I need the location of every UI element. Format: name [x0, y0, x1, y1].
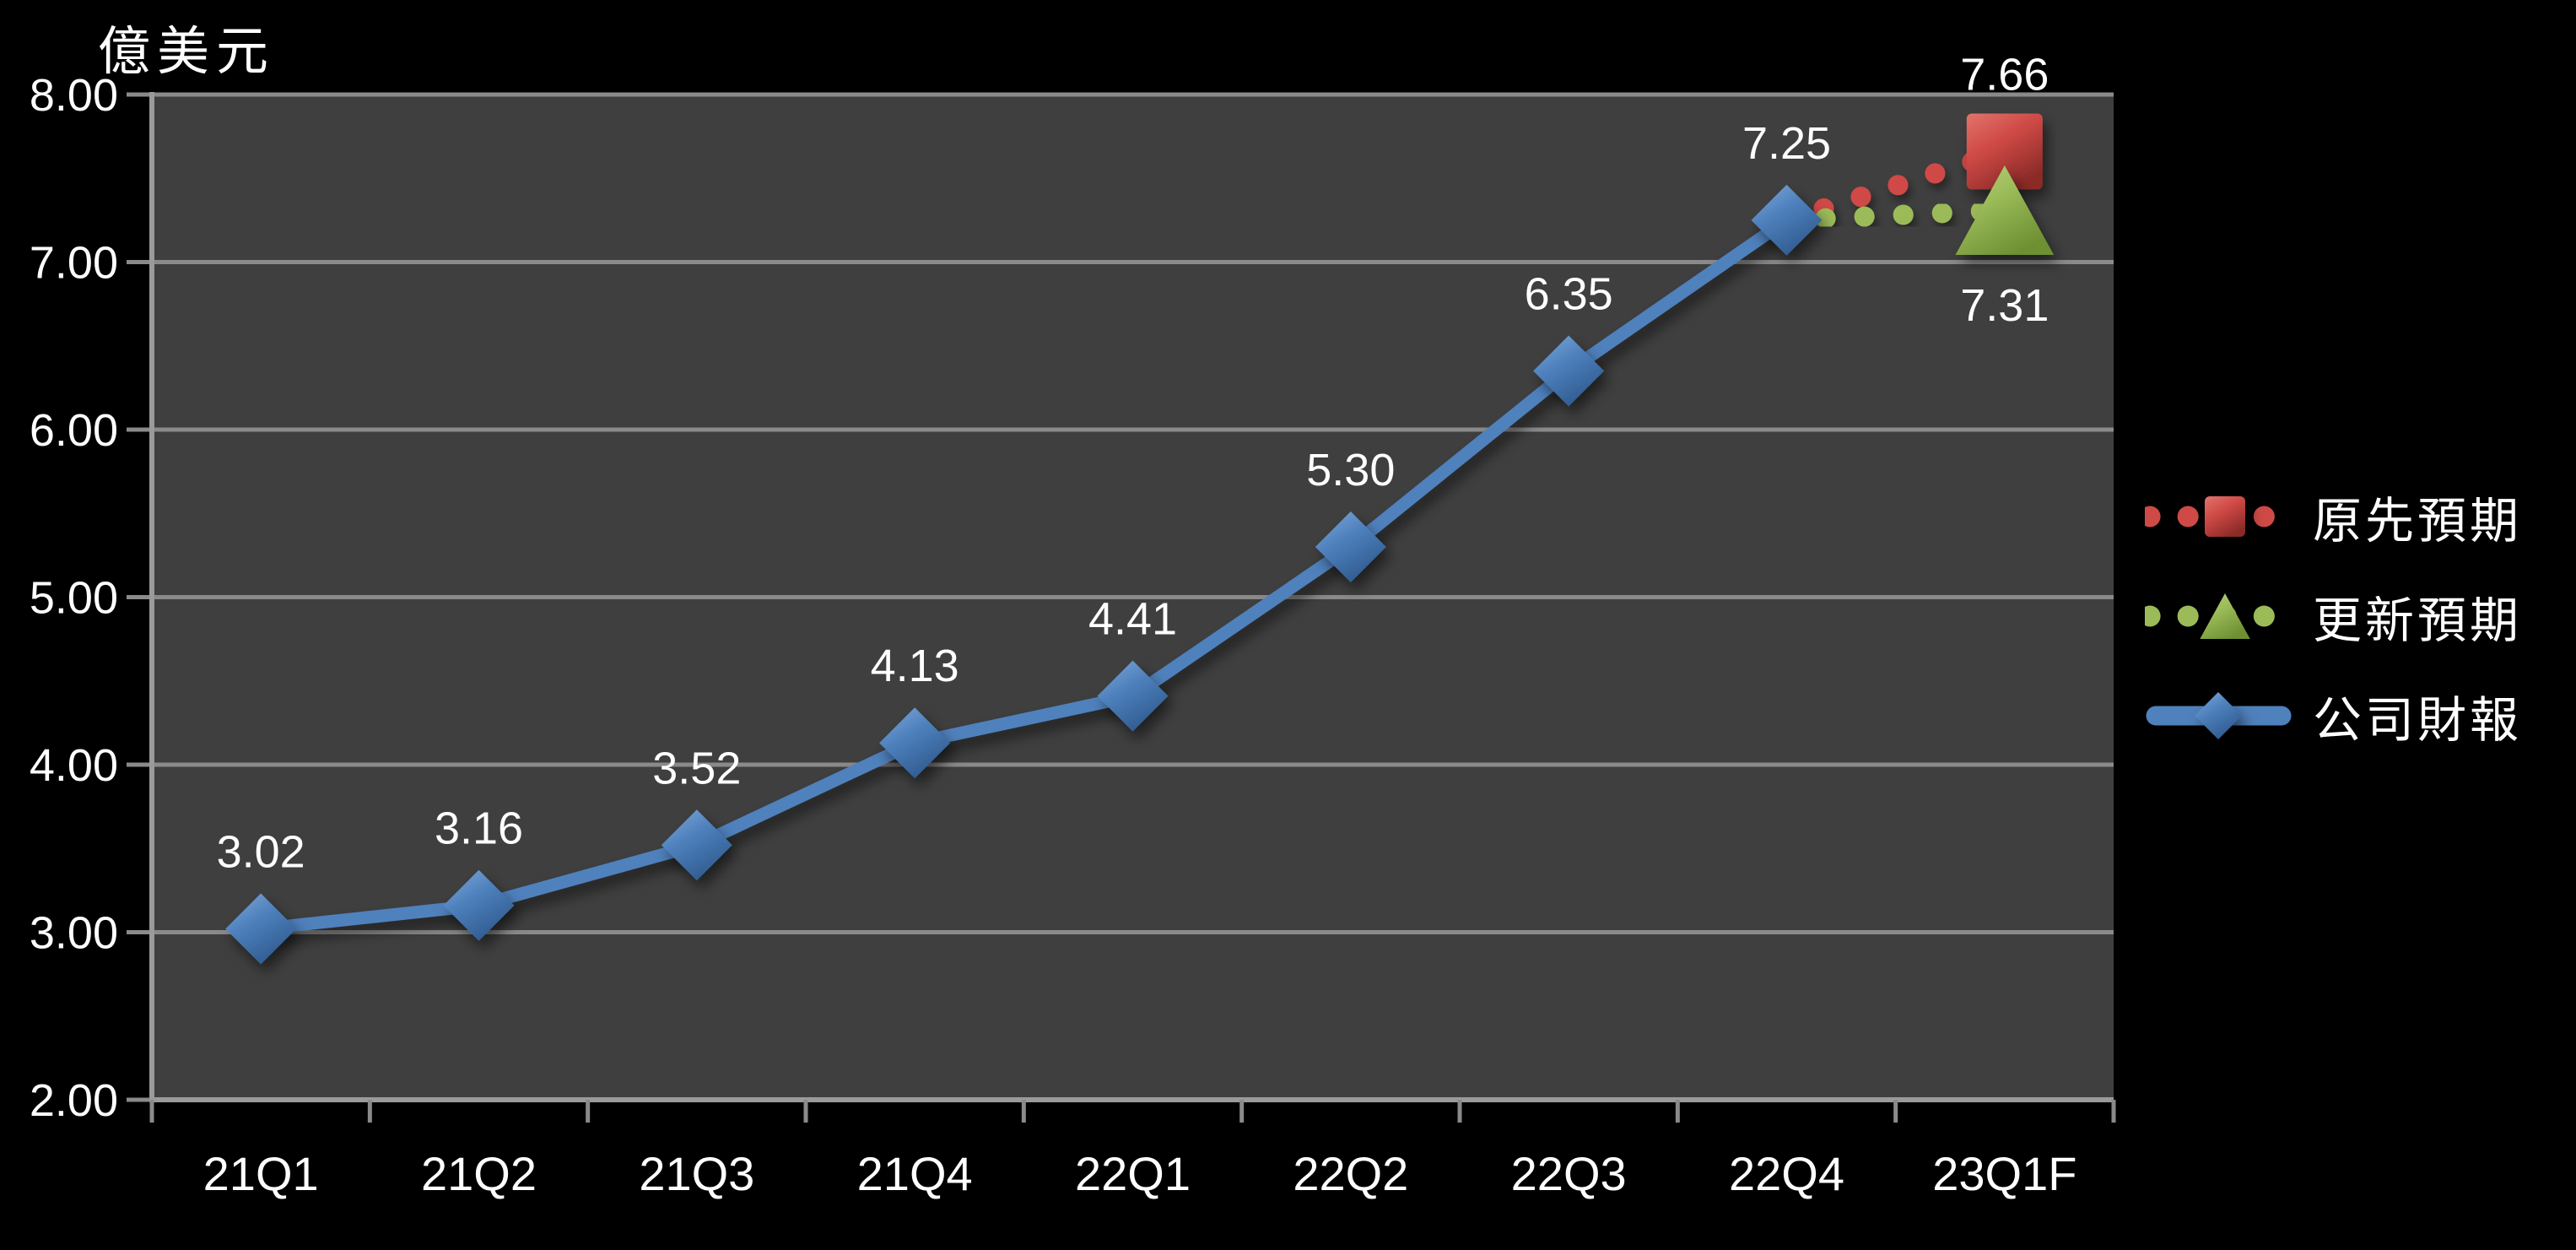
x-axis-tick-label: 22Q2 [1293, 1147, 1408, 1200]
series-actual: 3.02 3.16 3.52 4.13 4.41 5.30 6.35 7.25 [217, 118, 1831, 965]
data-point-marker [1315, 511, 1386, 582]
data-point-marker [225, 893, 297, 965]
y-axis-tick-label: 4.00 [30, 740, 118, 791]
data-label: 7.66 [1960, 49, 2049, 100]
data-point-marker [879, 707, 951, 779]
data-label: 3.02 [217, 827, 305, 878]
y-axis-unit-label: 億美元 [98, 20, 276, 82]
series-line [254, 214, 1793, 936]
legend-label-original-forecast: 原先預期 [2313, 492, 2523, 549]
legend-original-forecast-icon [2145, 496, 2292, 537]
legend-item-company-financials: 公司財報 [2145, 686, 2522, 749]
legend-label-company-financials: 公司財報 [2313, 691, 2523, 749]
y-axis-tick-label: 3.00 [30, 908, 118, 959]
data-label: 5.30 [1306, 445, 1395, 495]
data-label: 6.35 [1525, 269, 1613, 320]
legend-marker-shape [2200, 593, 2250, 639]
x-axis-tick-label: 22Q4 [1729, 1147, 1844, 1200]
data-point-marker [1966, 113, 2043, 190]
series-forecast: 7.31 [1776, 165, 2055, 331]
x-axis-tick-label: 22Q3 [1511, 1147, 1627, 1200]
data-point-marker [1533, 335, 1605, 407]
y-axis-tick-label: 5.00 [30, 573, 118, 624]
series-line-dotted [1776, 199, 2015, 230]
x-axis-tick-label: 21Q1 [203, 1147, 319, 1200]
data-label: 4.13 [871, 641, 959, 691]
legend-item-updated-forecast: 更新預期 [2145, 587, 2522, 649]
legend-company-financials-icon [2146, 692, 2292, 739]
data-label: 7.31 [1960, 280, 2049, 331]
y-axis-tick-label: 2.00 [30, 1075, 118, 1126]
x-axis-tick-label: 21Q2 [421, 1147, 537, 1200]
data-label: 3.52 [652, 743, 741, 793]
data-label: 3.16 [435, 804, 523, 854]
legend-item-original-forecast: 原先預期 [2145, 487, 2522, 549]
y-axis-tick-label: 8.00 [30, 70, 118, 121]
x-axis-tick-label: 23Q1F [1932, 1147, 2076, 1200]
data-label: 4.41 [1088, 594, 1177, 645]
legend-marker-shape [2195, 692, 2242, 739]
legend-label-updated-forecast: 更新預期 [2313, 592, 2523, 649]
data-point-marker [1955, 165, 2055, 255]
legend-updated-forecast-icon [2145, 593, 2292, 639]
legend-marker-shape [2205, 496, 2245, 537]
y-axis-tick-label: 6.00 [30, 405, 118, 456]
data-point-marker [1097, 660, 1169, 732]
x-axis-tick-label: 21Q3 [639, 1147, 754, 1200]
series-forecast: 7.66 [1776, 49, 2049, 230]
y-axis-tick-label: 7.00 [30, 238, 118, 289]
data-label: 7.25 [1742, 118, 1831, 169]
data-point-marker [661, 809, 732, 881]
data-point-marker [1751, 184, 1823, 256]
x-axis-tick-label: 21Q4 [857, 1147, 973, 1200]
x-axis-tick-label: 22Q1 [1075, 1147, 1191, 1200]
data-point-marker [443, 869, 515, 941]
